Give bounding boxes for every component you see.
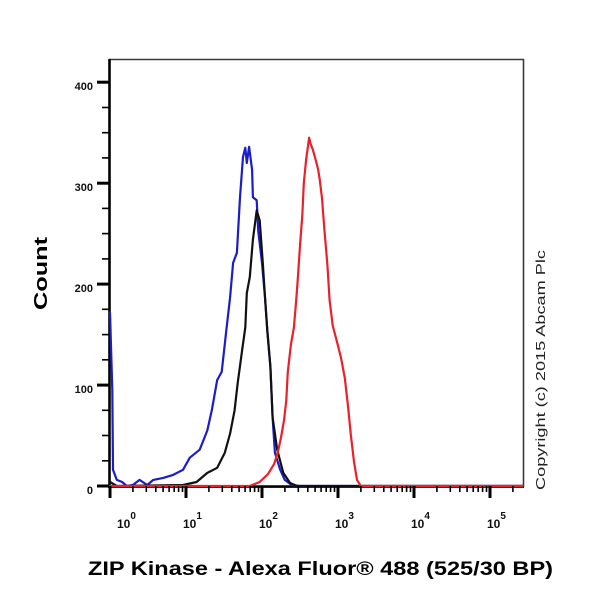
x-tick-label-base: 10 bbox=[487, 517, 501, 531]
histogram-curve-black bbox=[108, 209, 524, 488]
plot-frame bbox=[109, 58, 525, 487]
x-tick-label-exponent: 3 bbox=[348, 511, 354, 522]
x-tick-label-exponent: 2 bbox=[272, 511, 278, 522]
x-tick-label-exponent: 0 bbox=[130, 511, 136, 522]
x-tick-label: 100 bbox=[117, 511, 136, 531]
x-tick-label-exponent: 5 bbox=[500, 511, 506, 522]
copyright-notice: Copyright (c) 2015 Abcam Plc bbox=[534, 250, 548, 490]
x-tick-label-base: 10 bbox=[117, 517, 131, 531]
histogram-curve-red bbox=[108, 136, 524, 488]
y-tick-label: 0 bbox=[87, 485, 93, 497]
x-tick-label-base: 10 bbox=[259, 517, 273, 531]
x-axis-title: ZIP Kinase - Alexa Fluor® 488 (525/30 BP… bbox=[88, 559, 553, 580]
y-tick-label: 400 bbox=[75, 81, 93, 93]
x-tick-label-exponent: 4 bbox=[424, 511, 430, 522]
x-tick-label-base: 10 bbox=[183, 517, 197, 531]
x-tick-label: 101 bbox=[183, 511, 202, 531]
y-tick-label: 100 bbox=[75, 384, 93, 396]
y-axis-title: Count bbox=[31, 237, 51, 310]
x-tick-label: 105 bbox=[487, 511, 506, 531]
x-tick-label-base: 10 bbox=[411, 517, 425, 531]
x-tick-label-exponent: 1 bbox=[196, 511, 202, 522]
x-tick-label-base: 10 bbox=[335, 517, 349, 531]
x-tick-label: 103 bbox=[335, 511, 354, 531]
x-tick-label: 102 bbox=[259, 511, 278, 531]
histogram-series bbox=[108, 136, 524, 488]
y-tick-label: 200 bbox=[75, 283, 93, 295]
x-tick-label: 104 bbox=[411, 511, 430, 531]
y-tick-label: 300 bbox=[75, 182, 93, 194]
y-axis-ticks: 0 100 200 300 400 bbox=[75, 80, 109, 497]
